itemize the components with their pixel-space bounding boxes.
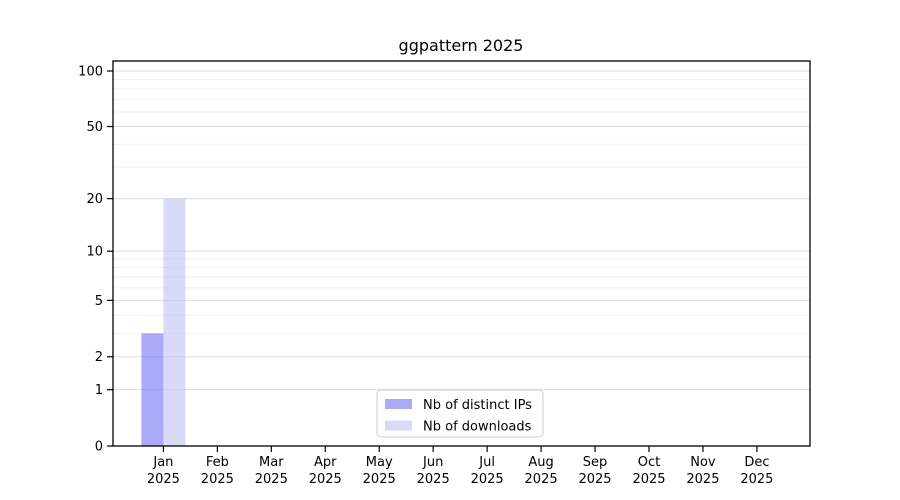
x-tick-label-year-jul: 2025	[471, 472, 504, 487]
gridlines-layer	[113, 70, 810, 391]
x-tick-label-month-sep: Sep	[583, 455, 608, 470]
legend: Nb of distinct IPs Nb of downloads	[376, 389, 544, 438]
x-tick-label-month-jan: Jan	[152, 455, 173, 470]
x-tick-label-year-apr: 2025	[309, 472, 342, 487]
y-tick-label-100: 100	[78, 65, 103, 80]
bars-layer	[141, 198, 186, 446]
x-tick-label-year-aug: 2025	[525, 472, 558, 487]
legend-label-distinct-ips: Nb of distinct IPs	[423, 398, 532, 413]
legend-swatch-distinct-ips	[385, 399, 412, 409]
y-tick-label-20: 20	[86, 192, 103, 207]
x-tick-label-month-jun: Jun	[422, 455, 443, 470]
x-tick-label-month-mar: Mar	[259, 455, 284, 470]
plot-border	[112, 60, 811, 447]
x-tick-label-month-oct: Oct	[638, 455, 660, 470]
y-tick-label-1: 1	[95, 383, 103, 398]
legend-swatch-downloads	[385, 420, 412, 431]
x-tick-label-year-oct: 2025	[632, 472, 665, 487]
y-tick-label-5: 5	[95, 294, 103, 309]
y-tick-label-2: 2	[95, 350, 103, 365]
x-tick-label-month-nov: Nov	[690, 455, 716, 470]
x-tick-label-month-feb: Feb	[206, 455, 229, 470]
x-tick-label-month-aug: Aug	[528, 455, 553, 470]
x-tick-label-month-jul: Jul	[478, 455, 495, 470]
bar-nb-of-downloads-jan-2025	[163, 198, 186, 446]
bar-nb-of-distinct-ips-jan-2025	[141, 333, 164, 446]
legend-label-downloads: Nb of downloads	[423, 420, 532, 435]
x-tick-label-year-jun: 2025	[417, 472, 450, 487]
y-tick-label-50: 50	[86, 120, 103, 135]
x-tick-label-year-dec: 2025	[740, 472, 773, 487]
x-tick-label-month-may: May	[366, 455, 393, 470]
y-tick-label-10: 10	[86, 245, 103, 260]
legend-box	[376, 389, 544, 438]
y-tick-label-0: 0	[95, 440, 103, 455]
x-tick-label-month-apr: Apr	[314, 455, 337, 470]
axes-layer: 0 1 2 5 10 20 50 100 Jan 2025 Feb 2025 Mar 2025 Apr 202…	[78, 60, 811, 487]
x-tick-label-year-sep: 2025	[578, 472, 611, 487]
x-tick-label-year-mar: 2025	[255, 472, 288, 487]
x-tick-label-month-dec: Dec	[744, 455, 769, 470]
x-tick-label-year-nov: 2025	[686, 472, 719, 487]
x-tick-label-year-jan: 2025	[147, 472, 180, 487]
chart-title: ggpattern 2025	[399, 36, 524, 55]
x-tick-label-year-may: 2025	[363, 472, 396, 487]
x-tick-label-year-feb: 2025	[201, 472, 234, 487]
